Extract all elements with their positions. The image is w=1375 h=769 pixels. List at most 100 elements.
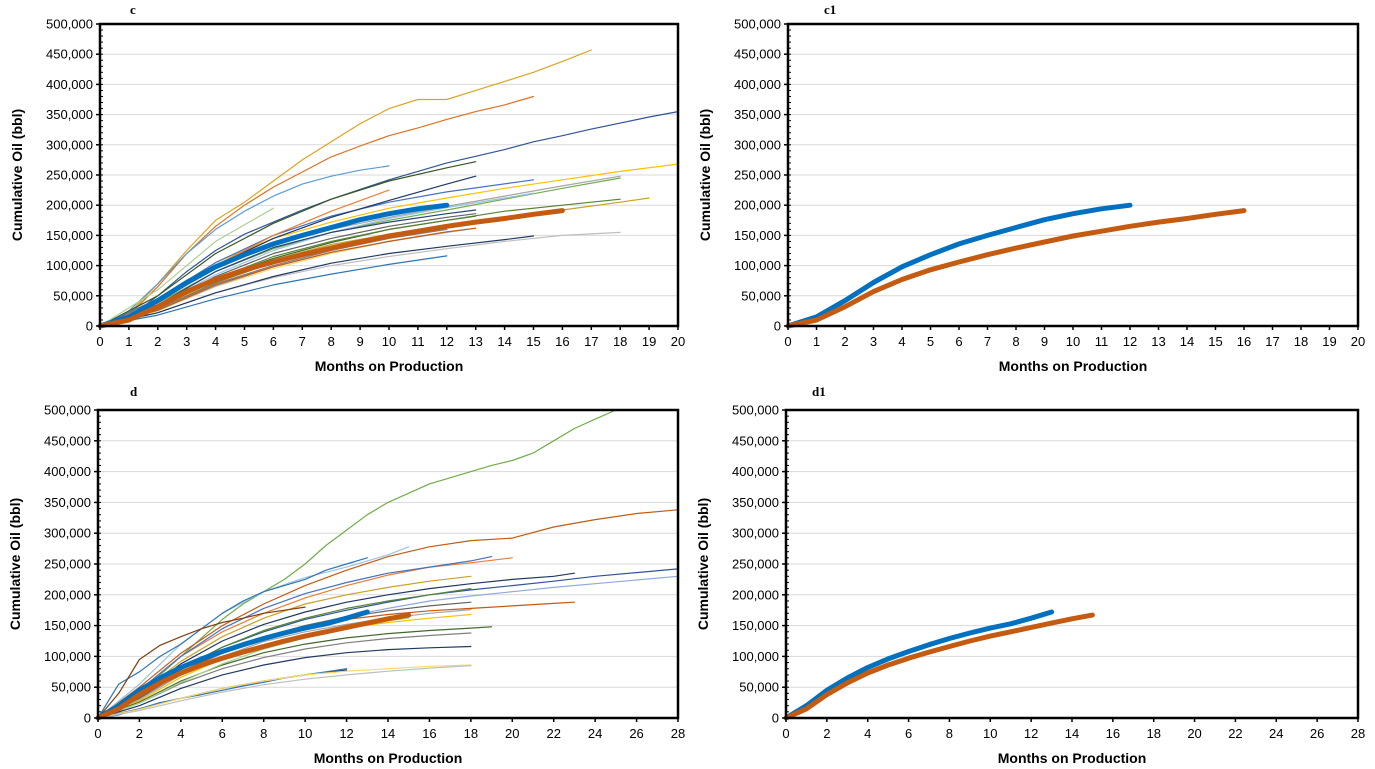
x-tick-label: 17 [1265,334,1279,349]
y-tick-label: 0 [774,319,781,334]
x-tick-label: 3 [183,334,190,349]
y-tick-label: 50,000 [51,680,91,695]
series-line-12 [97,606,306,719]
chart-panel-d: 0 50,000 100,000 150,000 200,000 250,000 300,0… [7,384,685,766]
y-tick-label: 50,000 [53,288,93,303]
y-tick-label: 300,000 [46,137,93,152]
x-tick-label: 20 [1351,334,1365,349]
x-tick-label: 6 [955,334,962,349]
series-line-7 [97,568,679,719]
y-tick-label: 100,000 [734,258,781,273]
x-axis-title: Months on Production [998,750,1147,766]
series-line-15 [97,613,472,719]
x-tick-label: 24 [1269,726,1283,741]
x-tick-label: 7 [299,334,306,349]
x-tick-label: 5 [241,334,248,349]
x-tick-label: 26 [629,726,643,741]
y-axis-title: Cumulative Oil (bbl) [697,109,713,241]
x-tick-label: 13 [1151,334,1165,349]
y-tick-label: 50,000 [741,288,781,303]
x-tick-label: 17 [584,334,598,349]
x-tick-label: 14 [497,334,511,349]
series-line-1 [97,409,617,719]
y-tick-label: 350,000 [46,107,93,122]
y-tick-label: 300,000 [734,137,781,152]
x-tick-label: 20 [671,334,685,349]
x-tick-label: 13 [468,334,482,349]
series-line-2 [785,208,1247,329]
x-tick-label: 10 [983,726,997,741]
x-tick-label: 4 [898,334,905,349]
series-line-23 [97,664,472,719]
x-tick-label: 1 [125,334,132,349]
y-tick-label: 400,000 [44,464,91,479]
series-line-6 [99,161,477,327]
series-line-14 [99,207,274,327]
series-line-22 [97,664,472,719]
series-group [785,202,1247,329]
x-tick-label: 7 [984,334,991,349]
x-tick-label: 6 [219,726,226,741]
y-tick-label: 400,000 [734,77,781,92]
x-tick-label: 0 [96,334,103,349]
y-tick-label: 500,000 [46,17,93,32]
x-tick-label: 2 [823,726,830,741]
x-tick-label: 18 [613,334,627,349]
series-line-24 [99,255,448,327]
x-tick-label: 6 [905,726,912,741]
chart-panel-d1: 0 50,000 100,000 150,000 200,000 250,000 300,0… [695,384,1365,766]
x-tick-label: 4 [177,726,184,741]
x-tick-label: 12 [339,726,353,741]
x-tick-label: 26 [1310,726,1324,741]
y-tick-label: 450,000 [46,47,93,62]
y-tick-label: 200,000 [734,198,781,213]
series-group [783,609,1095,721]
y-axis-title: Cumulative Oil (bbl) [9,109,25,241]
y-tick-label: 200,000 [44,587,91,602]
chart-panel-c: 0 50,000 100,000 150,000 200,000 250,000 300,0… [9,2,685,374]
y-axis-title: Cumulative Oil (bbl) [695,498,711,630]
x-tick-label: 16 [555,334,569,349]
x-tick-label: 0 [94,726,101,741]
y-tick-label: 450,000 [732,433,779,448]
y-axis-title: Cumulative Oil (bbl) [7,498,23,630]
y-tick-label: 150,000 [46,228,93,243]
x-tick-label: 10 [382,334,396,349]
x-tick-label: 4 [212,334,219,349]
series-line-2 [99,95,535,327]
series-line-5 [99,165,390,327]
x-tick-label: 11 [411,334,425,349]
y-tick-label: 450,000 [44,433,91,448]
x-tick-label: 2 [154,334,161,349]
x-tick-label: 20 [505,726,519,741]
x-tick-label: 6 [270,334,277,349]
y-tick-label: 450,000 [734,47,781,62]
y-tick-label: 0 [84,711,91,726]
y-tick-label: 0 [86,319,93,334]
y-tick-label: 100,000 [44,649,91,664]
series-line-7 [99,175,621,327]
x-tick-label: 11 [1095,334,1109,349]
y-tick-label: 200,000 [732,587,779,602]
y-tick-label: 350,000 [732,495,779,510]
series-line-28 [97,208,565,329]
y-tick-label: 300,000 [732,526,779,541]
x-tick-label: 19 [1322,334,1336,349]
series-line-6 [97,555,493,719]
y-tick-label: 500,000 [732,403,779,418]
y-tick-label: 400,000 [46,77,93,92]
y-tick-label: 150,000 [44,618,91,633]
series-line-4 [97,557,368,719]
chart-panel-c1: 0 50,000 100,000 150,000 200,000 250,000 300,0… [697,2,1365,374]
x-tick-label: 18 [1146,726,1160,741]
y-tick-label: 350,000 [734,107,781,122]
x-tick-label: 15 [1208,334,1222,349]
x-tick-label: 10 [1066,334,1080,349]
x-tick-label: 28 [1351,726,1365,741]
x-tick-label: 8 [946,726,953,741]
series-line-9 [97,572,576,719]
x-tick-label: 9 [1041,334,1048,349]
y-tick-label: 500,000 [44,403,91,418]
x-tick-label: 0 [782,726,789,741]
